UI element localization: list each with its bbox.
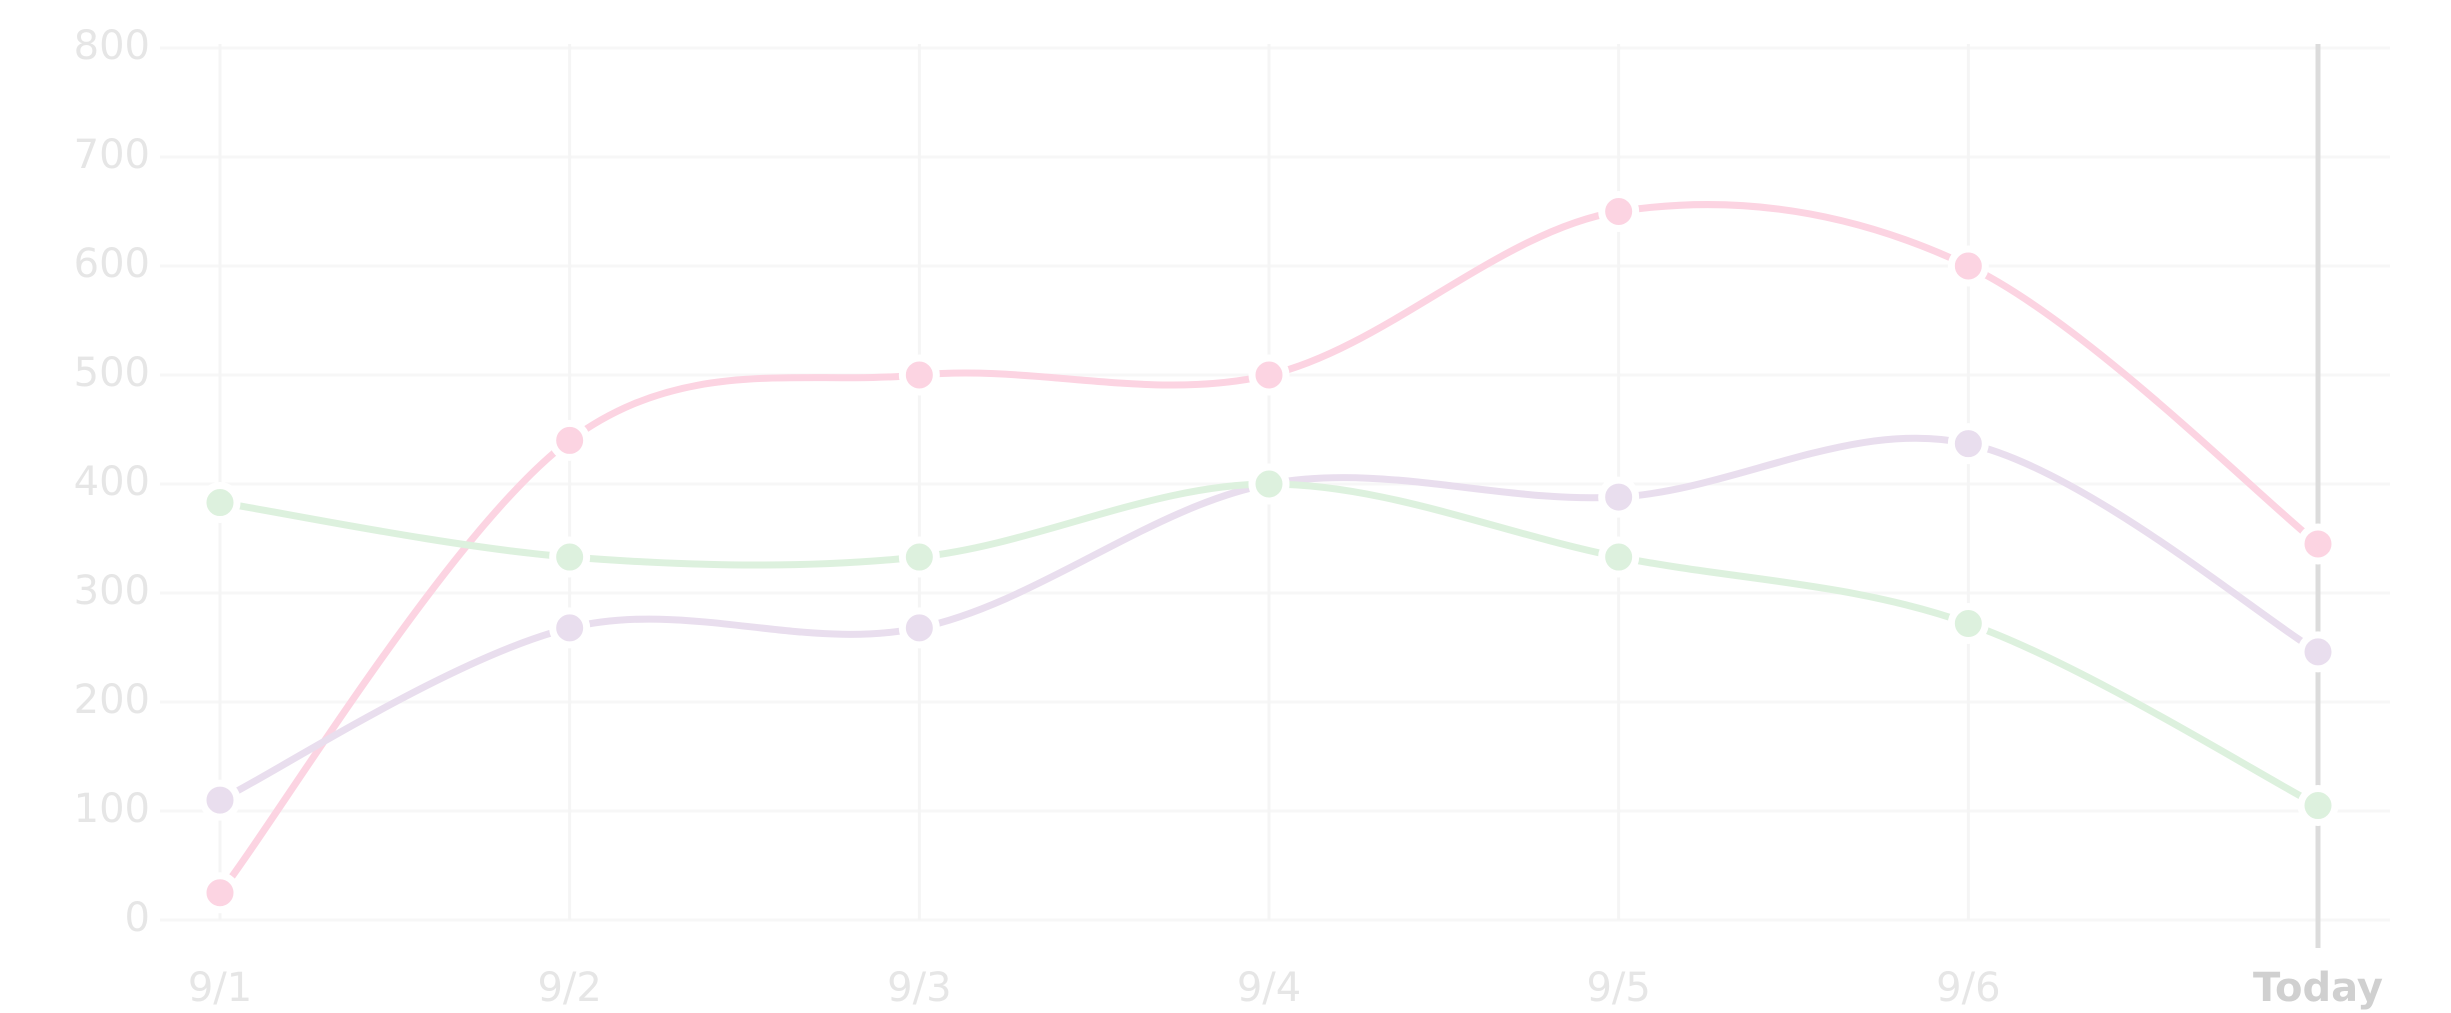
- x-tick-label: 9/5: [1586, 965, 1650, 1011]
- point: [549, 536, 591, 578]
- y-tick-label: 0: [125, 895, 150, 941]
- y-tick-label: 200: [74, 677, 150, 723]
- point: [898, 607, 940, 649]
- point: [1947, 423, 1989, 465]
- y-tick-label: 100: [74, 786, 150, 832]
- y-tick-label: 300: [74, 568, 150, 614]
- x-tick-label: 9/1: [188, 965, 252, 1011]
- y-tick-label: 500: [74, 350, 150, 396]
- y-tick-label: 700: [74, 132, 150, 178]
- point: [1947, 245, 1989, 287]
- point: [1598, 476, 1640, 518]
- x-tick-label: Today: [2253, 965, 2383, 1011]
- point: [1947, 603, 1989, 645]
- point: [2297, 785, 2339, 827]
- point: [199, 779, 241, 821]
- point: [898, 354, 940, 396]
- y-tick-label: 400: [74, 459, 150, 505]
- x-tick-label: 9/2: [537, 965, 601, 1011]
- x-tick-label: 9/3: [887, 965, 951, 1011]
- y-tick-label: 800: [74, 23, 150, 69]
- point: [1248, 463, 1290, 505]
- point: [199, 482, 241, 524]
- point: [199, 872, 241, 914]
- x-tick-label: 9/4: [1237, 965, 1301, 1011]
- point: [1598, 536, 1640, 578]
- point: [549, 419, 591, 461]
- point: [549, 607, 591, 649]
- point: [2297, 523, 2339, 565]
- point: [898, 536, 940, 578]
- point: [1248, 354, 1290, 396]
- point: [2297, 631, 2339, 673]
- point: [1598, 191, 1640, 232]
- x-tick-label: 9/6: [1936, 965, 2000, 1011]
- y-tick-label: 600: [74, 241, 150, 287]
